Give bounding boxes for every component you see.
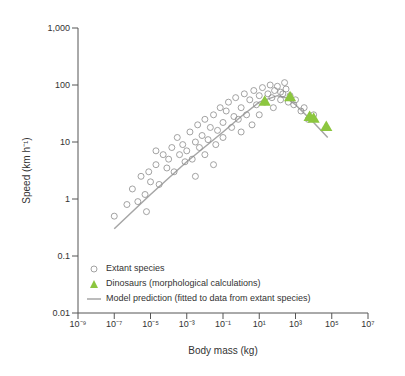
svg-text:10⁻⁷: 10⁻⁷ xyxy=(106,319,122,329)
svg-text:10⁻⁹: 10⁻⁹ xyxy=(70,319,87,329)
svg-text:10⁻⁵: 10⁻⁵ xyxy=(142,319,159,329)
svg-text:10⁻³: 10⁻³ xyxy=(179,319,195,329)
svg-text:10⁵: 10⁵ xyxy=(325,319,339,329)
svg-text:0.01: 0.01 xyxy=(52,308,70,318)
svg-text:10¹: 10¹ xyxy=(253,319,266,329)
svg-text:1: 1 xyxy=(65,194,70,204)
svg-text:100: 100 xyxy=(55,80,70,90)
html-text:Dinosaurs (morphological calcu: Dinosaurs (morphological calculations) xyxy=(106,278,261,289)
svg-text:10: 10 xyxy=(60,137,70,147)
svg-text:10³: 10³ xyxy=(289,319,302,329)
svg-text:0.1: 0.1 xyxy=(57,251,70,261)
svg-text:1,000: 1,000 xyxy=(47,23,70,33)
svg-text:Body mass (kg): Body mass (kg) xyxy=(188,345,257,356)
svg-text:10⁻¹: 10⁻¹ xyxy=(215,319,231,329)
html-text:Extant species: Extant species xyxy=(106,263,165,274)
html-text:Model prediction (fitted to da: Model prediction (fitted to data from ex… xyxy=(106,293,311,304)
svg-text:10⁷: 10⁷ xyxy=(361,319,374,329)
svg-text:Speed (km h⁻¹): Speed (km h⁻¹) xyxy=(21,137,32,203)
